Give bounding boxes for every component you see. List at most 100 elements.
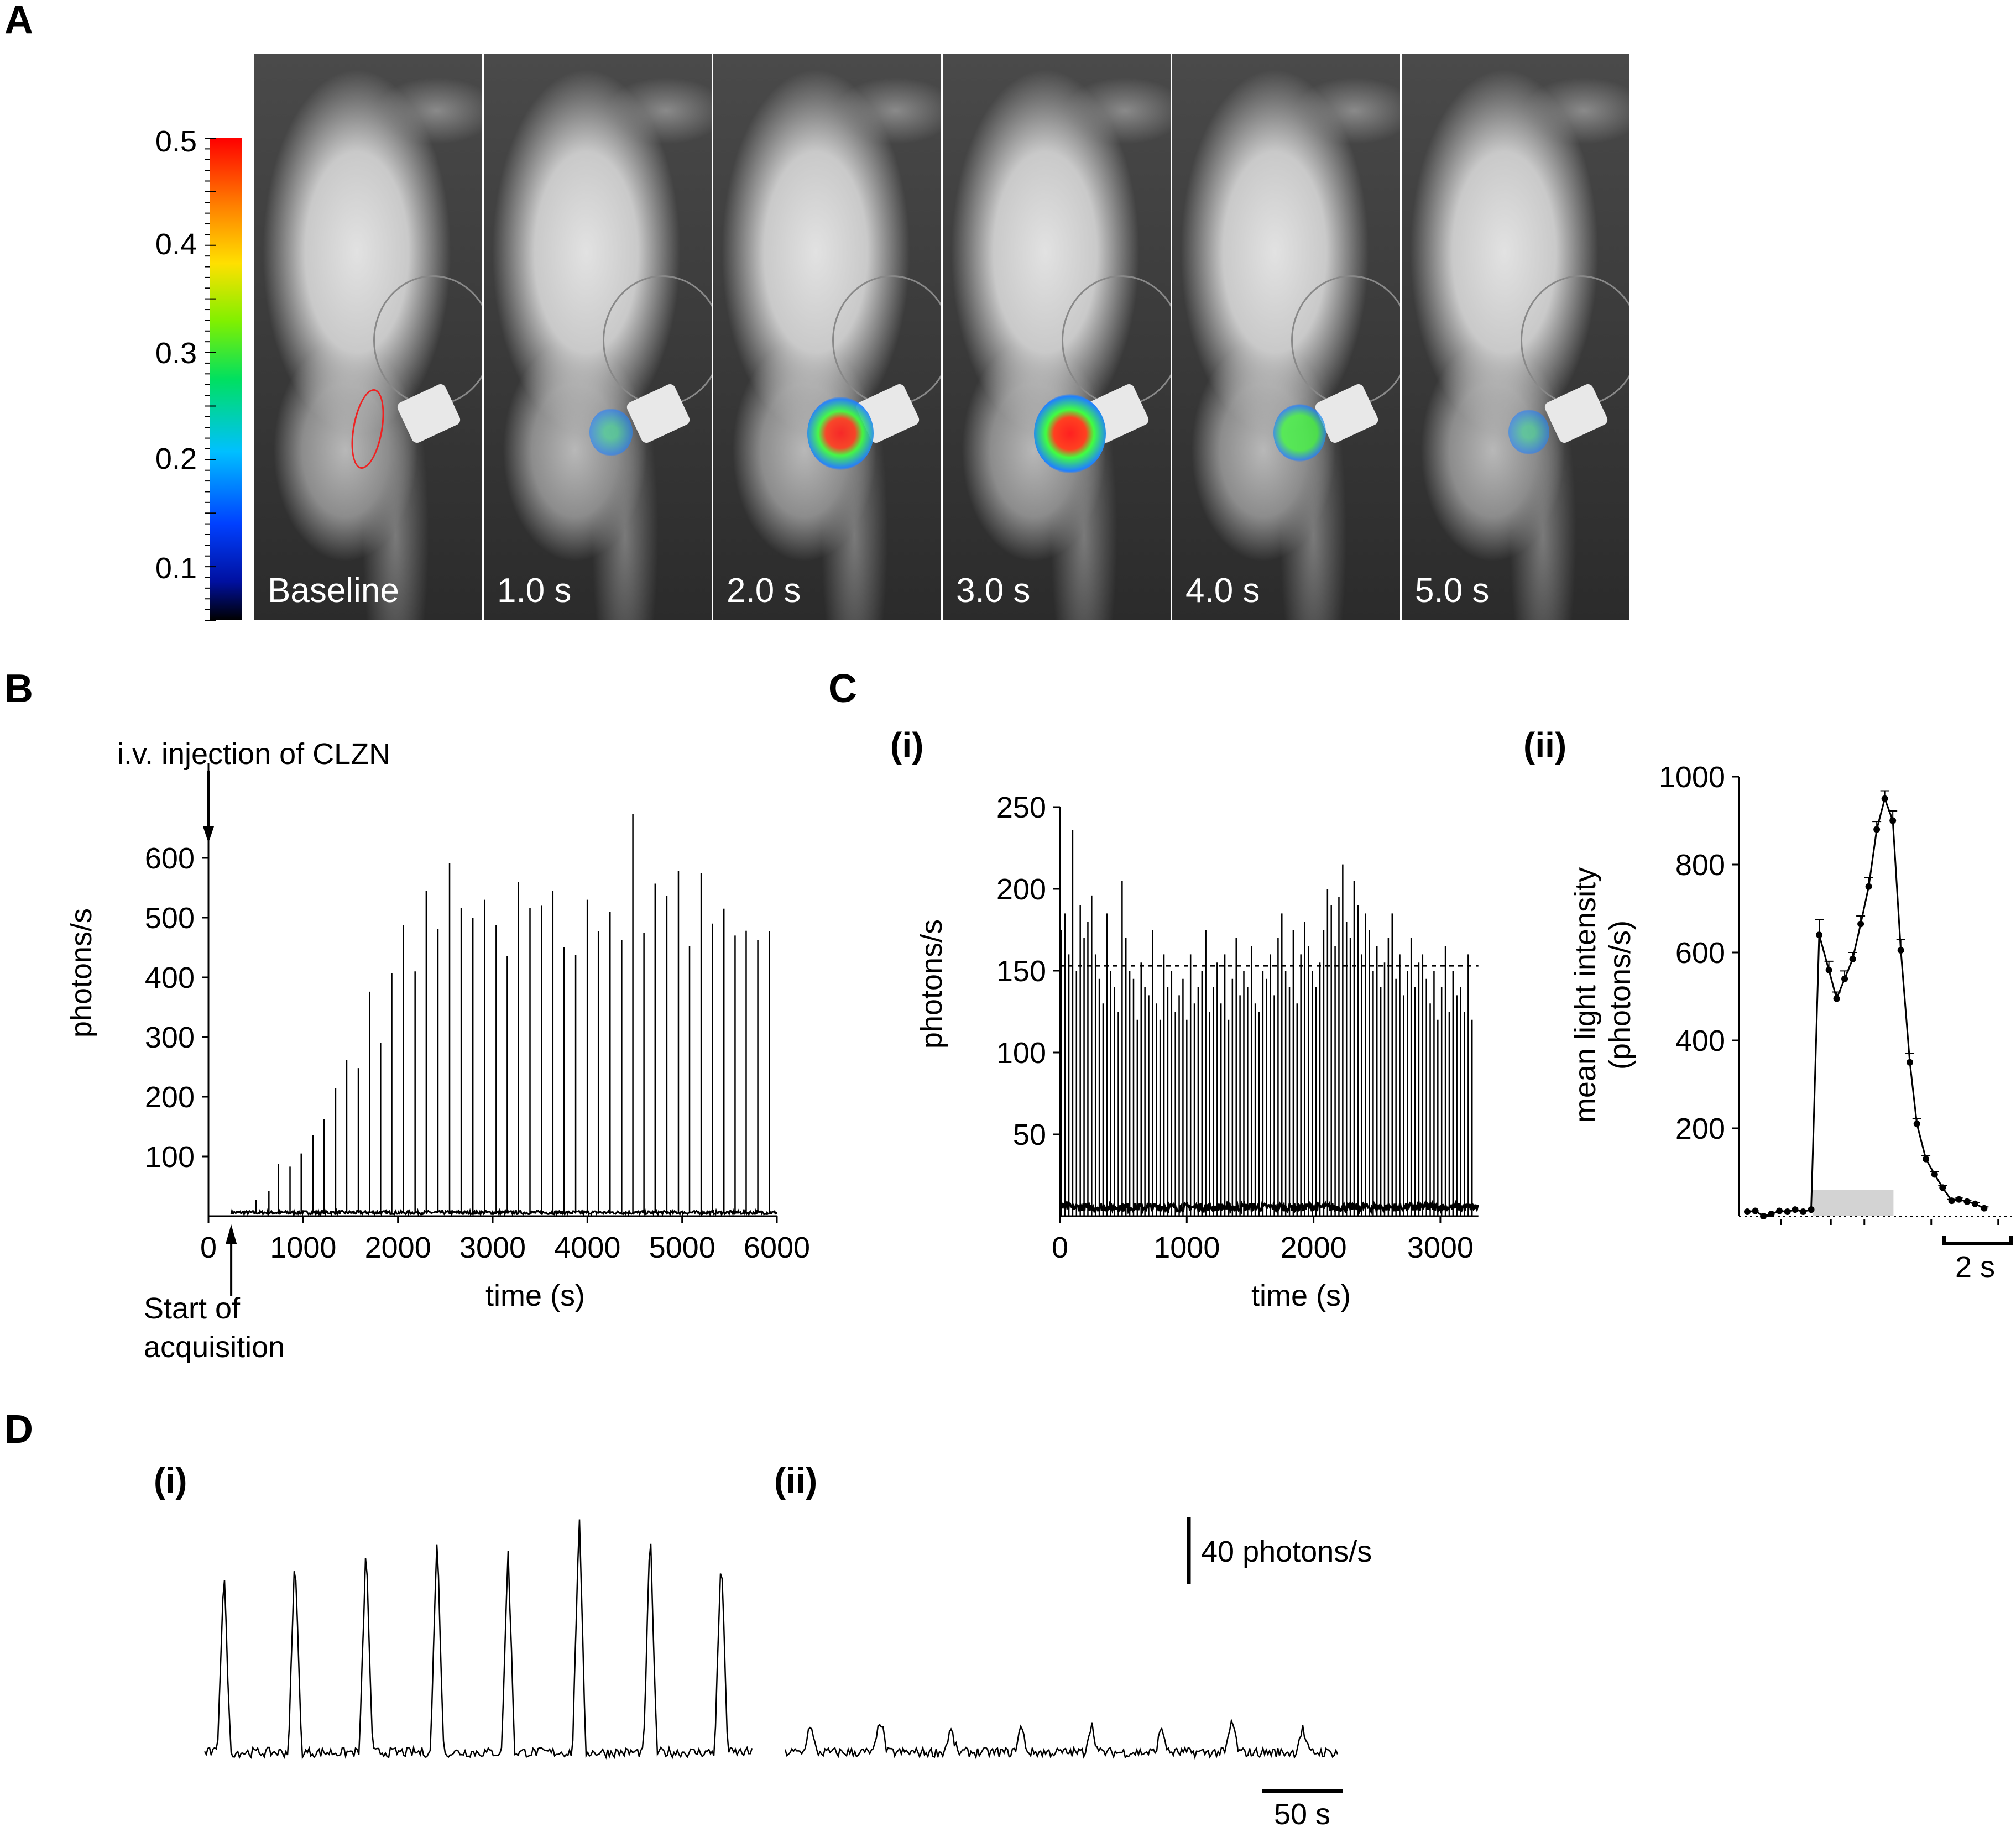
panel-label-d: D <box>4 1407 33 1452</box>
acquisition-annotation-line1: Start of <box>144 1292 241 1325</box>
colorbar-tick-label: 0.3 <box>155 337 197 370</box>
stimulus-bar <box>1813 1190 1894 1216</box>
d-trace-ii <box>784 1718 1339 1760</box>
b-baseline-trace <box>230 1207 778 1218</box>
cii-data-point <box>1897 947 1904 954</box>
colorbar-tick-label: 0.5 <box>155 125 197 158</box>
cii-time-scalebar <box>1942 1236 2013 1245</box>
colorbar <box>210 138 242 620</box>
panel-label-d-i: (i) <box>154 1460 187 1500</box>
cii-data-point <box>1963 1198 1971 1205</box>
ci-y-tick-label: 200 <box>996 873 1046 906</box>
frame-time-label: 1.0 s <box>497 572 572 610</box>
cii-data-point <box>1784 1208 1791 1216</box>
frame-time-label: 2.0 s <box>727 572 801 610</box>
ci-y-tick-label: 50 <box>1013 1118 1046 1151</box>
cii-data-point <box>1931 1171 1938 1178</box>
cii-y-tick-label: 200 <box>1675 1112 1725 1145</box>
d-y-scalebar-label: 40 photons/s <box>1201 1535 1372 1568</box>
panel-label-b: B <box>4 667 33 711</box>
cii-data-point <box>1939 1184 1946 1191</box>
b-y-tick-label: 400 <box>145 961 195 994</box>
ci-x-axis-label: time (s) <box>1251 1279 1351 1312</box>
frame-time-label: Baseline <box>268 572 399 610</box>
b-x-tick-label: 6000 <box>744 1231 810 1264</box>
cii-data-point <box>1849 955 1856 962</box>
cii-data-point <box>1981 1205 1988 1212</box>
cii-y-tick-label: 1000 <box>1659 761 1725 794</box>
cii-y-axis-label-line2: (photons/s) <box>1604 920 1637 1070</box>
mouse-image-frame: 1.0 s <box>484 54 712 620</box>
ci-y-tick-label: 100 <box>996 1036 1046 1070</box>
panel-label-c: C <box>828 667 857 711</box>
acquisition-annotation-line2: acquisition <box>144 1331 285 1364</box>
bioluminescence-signal <box>1034 394 1106 473</box>
cii-data-point <box>1792 1206 1799 1213</box>
cii-data-point <box>1800 1208 1807 1216</box>
panel-label-a: A <box>4 0 33 42</box>
cii-data-point <box>1923 1155 1930 1163</box>
frame-time-label: 3.0 s <box>956 572 1031 610</box>
cii-data-point <box>1972 1200 1979 1207</box>
ci-y-tick-label: 150 <box>996 955 1046 988</box>
acquisition-arrow-head <box>226 1224 237 1244</box>
cii-data-point <box>1776 1207 1783 1214</box>
cii-data-point <box>1825 966 1832 973</box>
mouse-image-frame: 5.0 s <box>1402 54 1629 620</box>
cii-scalebar-label: 2 s <box>1955 1250 1995 1284</box>
cii-data-point <box>1752 1207 1759 1214</box>
b-x-tick-label: 0 <box>200 1231 217 1264</box>
cii-data-point <box>1760 1213 1767 1219</box>
cii-y-axis-label-line1: mean light intensity <box>1569 867 1602 1123</box>
ci-x-tick-label: 1000 <box>1153 1231 1220 1264</box>
b-y-tick-label: 500 <box>145 902 195 935</box>
bioluminescence-signal <box>1273 404 1326 462</box>
cii-data-point <box>1948 1197 1955 1205</box>
b-y-tick-label: 100 <box>145 1140 195 1174</box>
panel-label-c-i: (i) <box>890 725 923 765</box>
cii-data-point <box>1768 1211 1775 1218</box>
injection-arrow-head <box>203 826 214 843</box>
ci-x-tick-label: 0 <box>1052 1231 1068 1264</box>
b-y-tick-label: 600 <box>145 842 195 875</box>
cii-data-point <box>1808 1206 1815 1213</box>
colorbar-tick-label: 0.1 <box>155 552 197 585</box>
cii-y-tick-label: 600 <box>1675 936 1725 970</box>
mouse-image-frame: 3.0 s <box>943 54 1171 620</box>
panel-label-d-ii: (ii) <box>774 1460 817 1500</box>
b-x-axis-label: time (s) <box>485 1279 585 1312</box>
b-x-tick-label: 1000 <box>270 1231 336 1264</box>
ci-y-tick-label: 250 <box>996 791 1046 824</box>
ci-y-axis-label: photons/s <box>915 919 948 1049</box>
d-x-scalebar-label: 50 s <box>1274 1798 1330 1827</box>
b-y-axis-label: photons/s <box>65 908 98 1038</box>
cii-data-point <box>1865 883 1872 890</box>
colorbar-tick-label: 0.4 <box>155 228 197 261</box>
mouse-image-frame: Baseline <box>254 54 482 620</box>
b-x-tick-label: 5000 <box>649 1231 715 1264</box>
cii-data-point <box>1913 1121 1920 1128</box>
bioluminescence-signal <box>807 397 874 470</box>
injection-annotation: i.v. injection of CLZN <box>117 737 390 771</box>
cii-data-point <box>1881 795 1888 802</box>
cii-data-point <box>1857 920 1864 928</box>
b-x-tick-label: 2000 <box>365 1231 431 1264</box>
cii-data-point <box>1841 975 1848 982</box>
b-x-tick-label: 3000 <box>459 1231 526 1264</box>
colorbar-tick-label: 0.2 <box>155 442 197 475</box>
mouse-image-frame: 4.0 s <box>1172 54 1400 620</box>
ci-x-tick-label: 3000 <box>1407 1231 1474 1264</box>
bioluminescence-signal <box>1508 410 1549 455</box>
panel-label-c-ii: (ii) <box>1523 725 1566 765</box>
ci-x-tick-label: 2000 <box>1281 1231 1347 1264</box>
d-trace-i <box>203 1519 753 1760</box>
b-x-tick-label: 4000 <box>554 1231 620 1264</box>
mouse-image-frame: 2.0 s <box>713 54 941 620</box>
cii-data-point <box>1833 995 1840 1002</box>
cii-data-point <box>1955 1196 1962 1203</box>
bioluminescence-signal <box>589 409 633 456</box>
cii-data-point <box>1889 817 1897 824</box>
cii-data-point <box>1907 1059 1914 1066</box>
